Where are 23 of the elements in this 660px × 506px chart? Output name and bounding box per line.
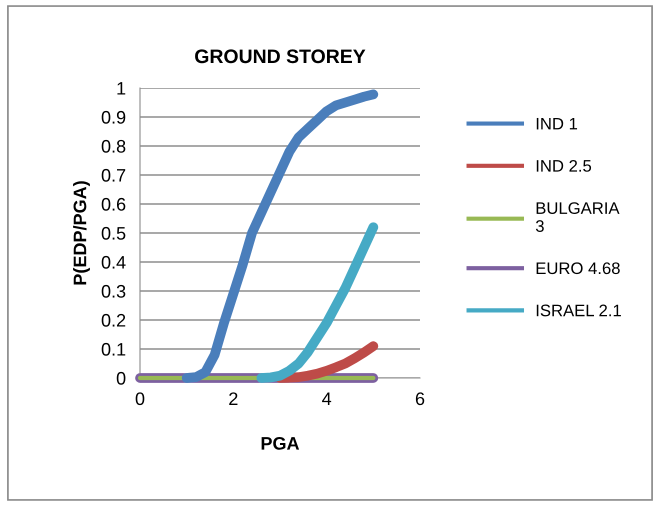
x-tick-label: 0 [136,392,144,406]
x-tick-label: 4 [322,392,332,405]
x-tick-label: 6 [416,392,424,406]
y-tick-label: 0.3 [102,284,126,298]
legend-label: EURO 4.68 [536,262,620,274]
y-tick-label: 0.6 [102,198,126,211]
y-tick-label: 0.9 [102,110,126,124]
y-tick-label: 0.1 [102,342,126,356]
y-tick-label: 0 [116,372,126,385]
legend-label: ISRAEL 2.1 [536,304,621,316]
y-axis-title: P(EDP/PGA) [73,181,90,284]
chart-title: GROUND STOREY [195,49,366,64]
y-tick-label: 0.5 [102,226,126,240]
legend-label: BULGARIA 3 [536,202,620,232]
y-tick-label: 0.7 [102,168,126,182]
y-tick-label: 0.2 [102,314,126,327]
x-tick-label: 2 [229,392,238,405]
y-tick-label: 0.4 [102,256,126,269]
legend-label: IND 1 [536,118,578,130]
x-axis-title: PGA [262,436,300,450]
y-tick-label: 0.8 [102,140,126,153]
y-tick-label: 1 [117,82,126,95]
legend-label: IND 2.5 [536,160,592,172]
